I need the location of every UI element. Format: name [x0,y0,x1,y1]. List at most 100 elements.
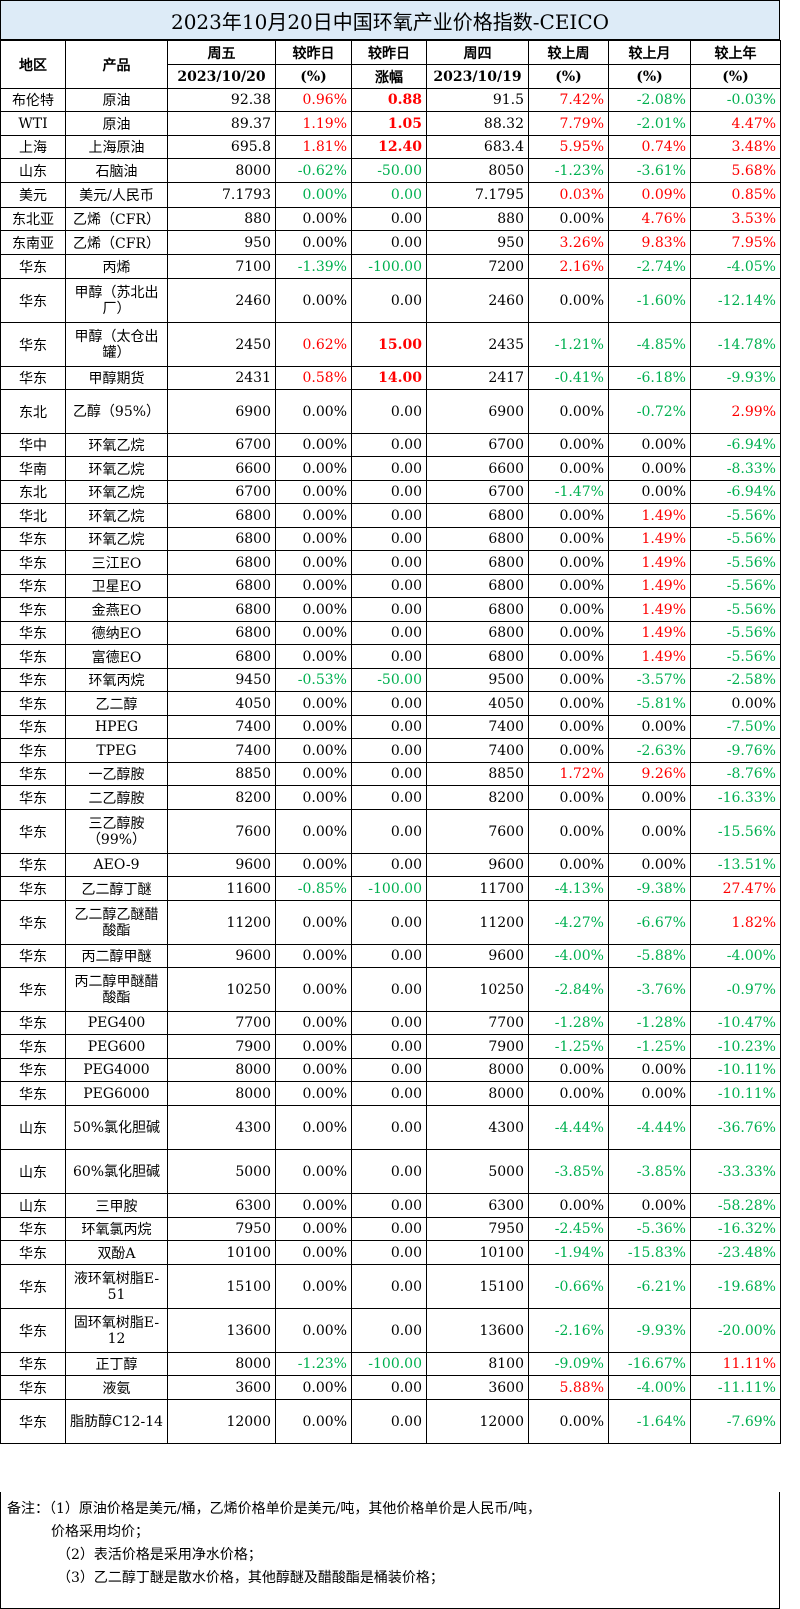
thu-price-cell: 2435 [426,322,529,367]
vs-yesterday-pct-cell: -1.23% [275,1352,352,1376]
thu-price-cell: 9500 [426,668,529,692]
vs-week-cell: 0.00% [528,668,609,692]
table-row: 华东 金燕EO 6800 0.00% 0.00 6800 0.00% 1.49% -5.56% [0,597,781,622]
fri-price-cell: 7400 [167,715,276,739]
vs-yesterday-amount-cell: 0.00 [351,433,427,457]
product-cell: 液环氧树脂E-51 [65,1264,168,1309]
vs-week-cell: 3.26% [528,230,609,255]
vs-yesterday-amount-cell: 0.00 [351,785,427,810]
table-row: 华东 三乙醇胺（99%） 7600 0.00% 0.00 7600 0.00% 0.00% -1… [0,809,781,854]
vs-yesterday-amount-cell: 0.00 [351,809,427,854]
vs-month-cell: -3.76% [608,967,691,1012]
header-thu: 周四 [426,40,529,65]
vs-yesterday-amount-cell: 0.00 [351,900,427,945]
product-cell: 乙二醇 [65,691,168,716]
product-cell: 脂肪醇C12-14 [65,1399,168,1444]
vs-yesterday-pct-cell: 0.00% [275,900,352,945]
vs-year-cell: -58.28% [690,1193,781,1218]
vs-yesterday-amount-cell: 0.00 [351,550,427,575]
vs-yesterday-pct-cell: 0.00% [275,1058,352,1082]
vs-year-cell: -10.11% [690,1081,781,1106]
vs-month-cell: 0.00% [608,853,691,877]
fri-price-cell: 6800 [167,503,276,528]
product-cell: 双酚A [65,1240,168,1265]
vs-yesterday-pct-cell: 0.62% [275,322,352,367]
vs-year-cell: -5.56% [690,574,781,598]
product-cell: 甲醇（太仓出罐） [65,322,168,367]
vs-yesterday-amount-cell: -50.00 [351,158,427,183]
region-cell: 东南亚 [0,230,66,255]
vs-yesterday-amount-cell: 0.00 [351,1193,427,1218]
product-cell: 丙二醇甲醚醋酸酯 [65,967,168,1012]
vs-month-cell: -6.21% [608,1264,691,1309]
thu-price-cell: 13600 [426,1308,529,1353]
vs-month-cell: -2.08% [608,88,691,112]
vs-week-cell: 0.00% [528,207,609,231]
header-thu-date: 2023/10/19 [426,64,529,89]
vs-yesterday-amount-cell: 0.00 [351,1058,427,1082]
vs-yesterday-pct-cell: 0.00% [275,1375,352,1400]
product-cell: 60%氯化胆碱 [65,1149,168,1194]
thu-price-cell: 6800 [426,550,529,575]
vs-yesterday-amount-cell: 0.00 [351,1105,427,1150]
vs-month-cell: -3.57% [608,668,691,692]
vs-year-cell: -5.56% [690,597,781,622]
vs-week-cell: -4.27% [528,900,609,945]
thu-price-cell: 6800 [426,644,529,669]
vs-year-cell: -33.33% [690,1149,781,1194]
product-cell: 固环氧树脂E-12 [65,1308,168,1353]
vs-month-cell: 9.83% [608,230,691,255]
vs-yesterday-pct-cell: 0.00% [275,967,352,1012]
vs-yesterday-pct-cell: 0.00% [275,1034,352,1059]
fri-price-cell: 7100 [167,254,276,279]
vs-yesterday-pct-cell: 0.00% [275,1399,352,1444]
vs-month-cell: 1.49% [608,550,691,575]
region-cell: 华东 [0,967,66,1012]
header-vs-month: 较上月 [608,40,691,65]
vs-year-cell: -8.33% [690,456,781,481]
product-cell: 液氨 [65,1375,168,1400]
table-row: 美元 美元/人民币 7.1793 0.00% 0.00 7.1795 0.03% 0.09% 0… [0,182,781,208]
vs-yesterday-pct-cell: 0.00% [275,1011,352,1035]
vs-yesterday-pct-cell: 0.00% [275,1149,352,1194]
fri-price-cell: 92.38 [167,88,276,112]
vs-yesterday-amount-cell: 0.00 [351,389,427,434]
region-cell: 华东 [0,1352,66,1376]
vs-week-cell: 0.00% [528,1058,609,1082]
region-cell: 华东 [0,900,66,945]
thu-price-cell: 6800 [426,621,529,645]
vs-week-cell: 2.16% [528,254,609,279]
vs-yesterday-amount-cell: 15.00 [351,322,427,367]
vs-yesterday-amount-cell: 0.00 [351,1217,427,1241]
table-row: 华南 环氧乙烷 6600 0.00% 0.00 6600 0.00% 0.00% -8.33% [0,456,781,481]
vs-month-cell: 0.74% [608,135,691,159]
header-vs-yesterday-unit: (%) [275,64,352,89]
region-cell: 华东 [0,809,66,854]
table-row: 华东 乙二醇丁醚 11600 -0.85% -100.00 11700 -4.13% -9.3… [0,876,781,901]
vs-yesterday-pct-cell: 0.00% [275,1105,352,1150]
region-cell: 华东 [0,527,66,551]
header-vs-yesterday: 较昨日 [275,40,352,65]
vs-yesterday-amount-cell: 0.00 [351,1011,427,1035]
vs-year-cell: -16.32% [690,1217,781,1241]
thu-price-cell: 9600 [426,853,529,877]
product-cell: 三甲胺 [65,1193,168,1218]
fri-price-cell: 11600 [167,876,276,901]
region-cell: 华东 [0,1058,66,1082]
vs-week-cell: 0.00% [528,785,609,810]
product-cell: 环氧氯丙烷 [65,1217,168,1241]
fri-price-cell: 9450 [167,668,276,692]
vs-year-cell: -2.58% [690,668,781,692]
region-cell: 华东 [0,715,66,739]
vs-month-cell: -3.85% [608,1149,691,1194]
vs-week-cell: -1.25% [528,1034,609,1059]
vs-month-cell: -6.67% [608,900,691,945]
vs-week-cell: -1.47% [528,480,609,504]
vs-week-cell: -1.28% [528,1011,609,1035]
vs-year-cell: -14.78% [690,322,781,367]
vs-yesterday-pct-cell: 0.00% [275,621,352,645]
vs-yesterday-pct-cell: 0.00% [275,456,352,481]
vs-yesterday-pct-cell: 1.81% [275,135,352,159]
table-row: 华东 PEG400 7700 0.00% 0.00 7700 -1.28% -1.28% -10… [0,1011,781,1035]
vs-year-cell: -19.68% [690,1264,781,1309]
